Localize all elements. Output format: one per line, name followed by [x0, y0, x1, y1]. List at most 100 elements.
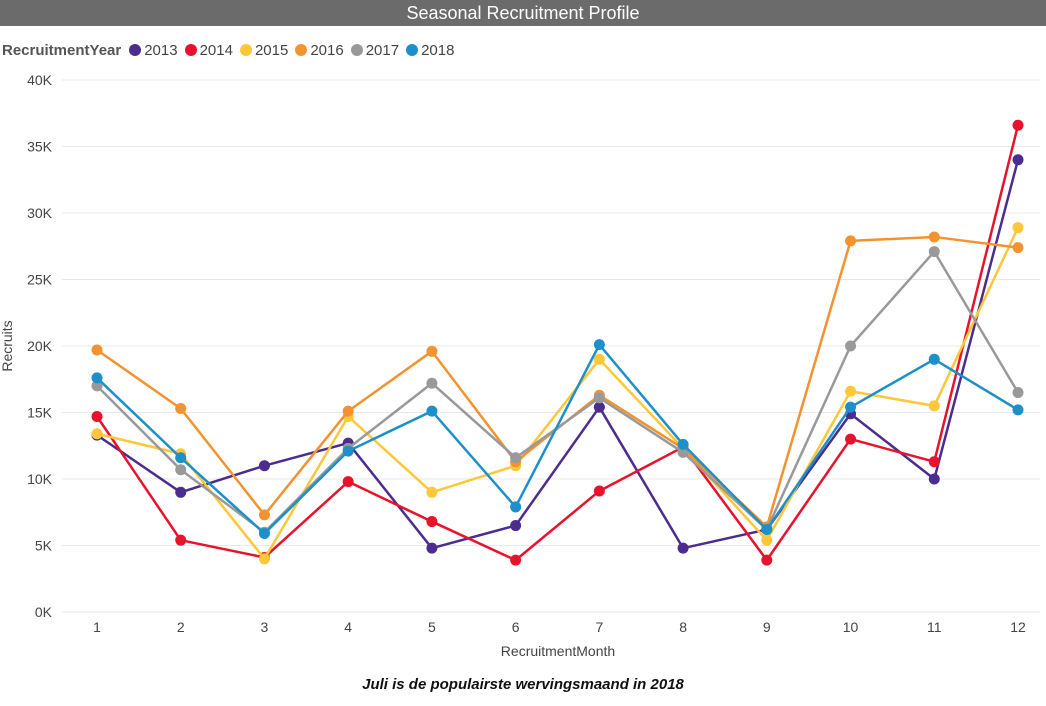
y-tick-label: 20K: [27, 338, 53, 354]
data-point[interactable]: [258, 528, 270, 540]
series-2016: [91, 231, 1024, 533]
data-point[interactable]: [845, 235, 857, 247]
series-line-2014: [95, 124, 1020, 562]
data-point[interactable]: [928, 231, 940, 243]
legend-marker: [184, 44, 197, 56]
data-point[interactable]: [91, 428, 103, 440]
data-point[interactable]: [593, 339, 605, 351]
data-point[interactable]: [91, 410, 103, 422]
data-point[interactable]: [677, 542, 689, 554]
data-point[interactable]: [593, 485, 605, 497]
series-2018: [91, 339, 1024, 540]
x-tick-label: 2: [177, 619, 185, 635]
data-point[interactable]: [845, 340, 857, 352]
data-point[interactable]: [426, 486, 438, 498]
x-tick-label: 11: [927, 619, 942, 635]
data-point[interactable]: [928, 473, 940, 485]
chart-caption: Juli is de populairste wervingsmaand in …: [362, 676, 684, 693]
legend-marker: [295, 44, 308, 56]
y-tick-label: 10K: [27, 471, 53, 487]
data-point[interactable]: [1012, 222, 1024, 234]
y-axis-label: Recruits: [0, 320, 15, 371]
data-point[interactable]: [342, 405, 354, 417]
series-line-2018: [96, 343, 1019, 535]
x-tick-label: 1: [93, 619, 101, 635]
data-point[interactable]: [258, 460, 270, 472]
data-point[interactable]: [593, 353, 605, 365]
data-point[interactable]: [426, 542, 438, 554]
data-point[interactable]: [510, 452, 522, 464]
data-point[interactable]: [510, 554, 522, 566]
data-point[interactable]: [1012, 242, 1024, 254]
series-2017: [91, 246, 1024, 538]
series-2015: [91, 222, 1024, 565]
data-point[interactable]: [593, 392, 605, 404]
data-point[interactable]: [342, 476, 354, 488]
data-point[interactable]: [677, 438, 689, 450]
data-point[interactable]: [845, 401, 857, 413]
x-tick-label: 3: [261, 619, 269, 635]
data-point[interactable]: [258, 553, 270, 565]
x-tick-labels: 1 2 3 4 5 6 7 8 9 10 11 12: [93, 619, 1026, 635]
chart-title: Seasonal Recruitment Profile: [0, 0, 1046, 26]
data-point[interactable]: [1012, 154, 1024, 166]
data-point[interactable]: [761, 534, 773, 546]
data-point[interactable]: [426, 377, 438, 389]
legend-item-2013[interactable]: 2013: [129, 42, 178, 59]
x-tick-label: 6: [512, 619, 520, 635]
data-point[interactable]: [1012, 387, 1024, 399]
data-point[interactable]: [426, 345, 438, 357]
data-point[interactable]: [761, 554, 773, 566]
legend-item-2017[interactable]: 2017: [350, 41, 400, 59]
x-axis-label: RecruitmentMonth: [501, 643, 615, 659]
data-point[interactable]: [175, 403, 187, 415]
legend-label: 2015: [254, 41, 289, 59]
series-2014: [91, 119, 1024, 566]
data-point[interactable]: [91, 380, 103, 392]
legend: RecruitmentYear 2013 2014 2015 2016 2017 2018: [2, 40, 461, 60]
data-point[interactable]: [426, 405, 438, 417]
x-tick-label: 10: [843, 619, 859, 635]
legend-label: 2017: [365, 41, 400, 59]
data-point[interactable]: [175, 464, 187, 476]
data-point[interactable]: [845, 433, 857, 445]
y-tick-label: 25K: [27, 272, 53, 288]
legend-marker: [239, 44, 252, 56]
legend-item-2014[interactable]: 2014: [184, 42, 233, 59]
data-point[interactable]: [91, 372, 103, 384]
data-point[interactable]: [426, 516, 438, 528]
legend-marker: [350, 44, 363, 56]
data-point[interactable]: [175, 534, 187, 546]
data-point[interactable]: [928, 400, 940, 412]
data-point[interactable]: [928, 456, 940, 468]
data-point[interactable]: [91, 344, 103, 356]
legend-label: 2016: [310, 41, 344, 59]
data-point[interactable]: [761, 524, 773, 536]
legend-item-2016[interactable]: 2016: [295, 41, 344, 59]
data-point[interactable]: [928, 353, 940, 365]
data-point[interactable]: [510, 520, 522, 532]
y-tick-label: 15K: [27, 405, 53, 421]
series-2013: [91, 154, 1024, 554]
legend-item-2018[interactable]: 2018: [406, 42, 454, 59]
data-point[interactable]: [1012, 119, 1024, 131]
data-point[interactable]: [845, 385, 857, 397]
legend-item-2015[interactable]: 2015: [239, 41, 289, 59]
data-point[interactable]: [1012, 404, 1024, 416]
y-tick-label: 30K: [27, 205, 53, 221]
data-point[interactable]: [928, 246, 940, 258]
data-point[interactable]: [593, 401, 605, 413]
data-point[interactable]: [258, 509, 270, 521]
data-point[interactable]: [342, 445, 354, 457]
y-tick-label: 35K: [27, 139, 53, 155]
data-point[interactable]: [677, 446, 689, 458]
legend-label: 2018: [421, 41, 455, 59]
data-point[interactable]: [175, 486, 187, 498]
data-point[interactable]: [510, 501, 522, 513]
series-line-2015: [96, 227, 1020, 561]
y-tick-label: 0K: [35, 604, 53, 620]
legend-marker: [129, 44, 142, 56]
data-point[interactable]: [175, 452, 187, 464]
y-tick-labels: 0K 5K 10K 15K 20K 25K 30K 35K 40K: [27, 72, 53, 620]
